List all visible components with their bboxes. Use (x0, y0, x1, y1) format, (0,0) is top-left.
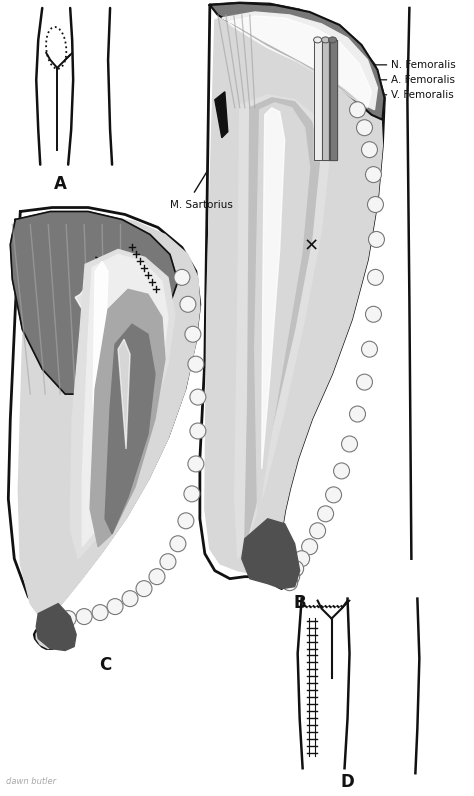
Polygon shape (222, 12, 377, 110)
Circle shape (288, 560, 304, 576)
Circle shape (362, 341, 377, 357)
Polygon shape (118, 339, 130, 449)
Polygon shape (235, 95, 329, 559)
Ellipse shape (314, 37, 321, 43)
Text: C: C (99, 657, 111, 674)
Polygon shape (314, 40, 321, 160)
Circle shape (356, 119, 373, 135)
Circle shape (149, 568, 165, 584)
Circle shape (349, 102, 365, 118)
Circle shape (356, 374, 373, 390)
Circle shape (367, 197, 383, 213)
Circle shape (282, 575, 298, 591)
Circle shape (47, 611, 63, 626)
Polygon shape (200, 3, 384, 589)
Text: D: D (341, 773, 355, 791)
Circle shape (185, 326, 201, 342)
Polygon shape (242, 519, 300, 589)
Polygon shape (90, 289, 165, 547)
Polygon shape (205, 10, 383, 580)
Polygon shape (328, 40, 337, 160)
Circle shape (334, 463, 349, 479)
Circle shape (170, 536, 186, 552)
Circle shape (92, 605, 108, 621)
Circle shape (318, 505, 334, 522)
Circle shape (60, 611, 76, 626)
Polygon shape (18, 214, 200, 649)
Circle shape (122, 591, 138, 607)
Text: M. Sartorius: M. Sartorius (170, 200, 233, 209)
Text: V. Femoralis: V. Femoralis (392, 90, 454, 100)
Circle shape (188, 356, 204, 373)
Polygon shape (82, 255, 168, 547)
Polygon shape (36, 603, 76, 650)
Circle shape (365, 166, 382, 182)
Polygon shape (93, 261, 108, 467)
Polygon shape (262, 107, 285, 469)
Polygon shape (10, 212, 178, 394)
Polygon shape (215, 92, 228, 138)
Circle shape (180, 296, 196, 312)
Text: dawn butler: dawn butler (6, 777, 56, 786)
Polygon shape (228, 16, 372, 107)
Circle shape (188, 456, 204, 472)
Polygon shape (75, 281, 100, 318)
Text: A: A (54, 174, 67, 193)
Polygon shape (321, 40, 329, 160)
Circle shape (178, 513, 194, 529)
Circle shape (349, 406, 365, 422)
Text: A. Femoralis: A. Femoralis (392, 75, 456, 85)
Circle shape (190, 423, 206, 439)
Circle shape (76, 609, 92, 625)
Circle shape (362, 142, 377, 158)
Circle shape (365, 306, 382, 322)
Circle shape (160, 554, 176, 570)
Circle shape (107, 599, 123, 615)
Circle shape (294, 551, 310, 567)
Polygon shape (9, 208, 200, 649)
Circle shape (283, 568, 300, 584)
Circle shape (342, 436, 357, 452)
Polygon shape (210, 3, 384, 119)
Polygon shape (105, 324, 155, 534)
Ellipse shape (328, 37, 337, 43)
Text: B: B (293, 594, 306, 611)
Circle shape (310, 523, 326, 539)
Polygon shape (255, 103, 310, 519)
Circle shape (136, 580, 152, 597)
Text: N. Femoralis: N. Femoralis (392, 60, 456, 70)
Circle shape (174, 269, 190, 285)
Ellipse shape (321, 37, 329, 43)
Circle shape (367, 269, 383, 285)
Circle shape (368, 232, 384, 248)
Circle shape (190, 389, 206, 405)
Circle shape (184, 486, 200, 501)
Polygon shape (245, 98, 319, 547)
Circle shape (301, 539, 318, 555)
Circle shape (326, 487, 342, 503)
Polygon shape (70, 249, 175, 559)
